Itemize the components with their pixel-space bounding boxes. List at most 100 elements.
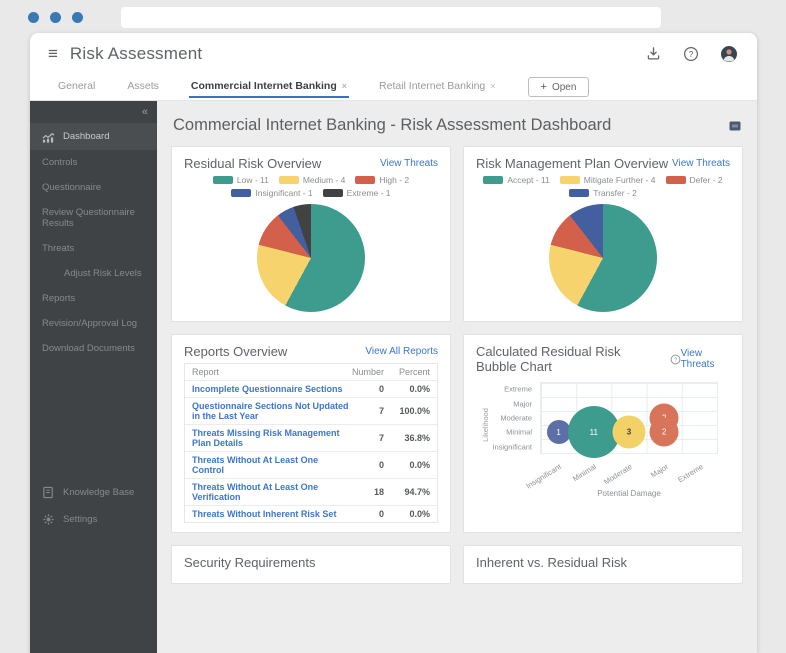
bubble-plot-area: 111322 xyxy=(540,382,718,458)
legend-swatch xyxy=(231,189,252,197)
report-percent: 0.0% xyxy=(409,384,430,394)
sidebar-item-download-documents[interactable]: Download Documents xyxy=(30,336,157,361)
view-threats-link[interactable]: View Threats xyxy=(680,348,715,370)
sidebar-item-label: Adjust Risk Levels xyxy=(64,268,142,279)
tab-bar: General Assets Commercial Internet Banking… xyxy=(30,74,757,101)
question-circle-icon[interactable]: ? xyxy=(670,354,681,365)
report-percent: 0.0% xyxy=(409,460,430,470)
report-number: 0 xyxy=(378,460,384,470)
svg-text:?: ? xyxy=(689,49,694,59)
sidebar-collapse-button[interactable]: « xyxy=(141,106,148,118)
y-tick-moderate: Moderate xyxy=(500,413,532,423)
legend-item-defer: Defer - 2 xyxy=(665,175,723,185)
open-assessment-button[interactable]: + Open xyxy=(527,77,590,97)
card-reports-overview: Reports Overview View All Reports Report… xyxy=(171,334,451,533)
report-percent: 94.7% xyxy=(404,487,430,497)
page-title: Commercial Internet Banking - Risk Asses… xyxy=(173,116,612,134)
sidebar-item-knowledge-base[interactable]: Knowledge Base xyxy=(30,479,157,506)
hamburger-menu-icon[interactable]: ≡ xyxy=(48,43,58,63)
sidebar-item-label: Download Documents xyxy=(42,343,135,354)
sidebar-item-settings[interactable]: Settings xyxy=(30,506,157,533)
tab-general[interactable]: General xyxy=(44,76,109,98)
legend-label: Accept - 11 xyxy=(507,175,550,185)
legend-label: Low - 11 xyxy=(236,175,269,185)
sidebar-item-label: Threats xyxy=(42,243,75,254)
sidebar-item-dashboard[interactable]: Dashboard xyxy=(30,123,157,150)
card-title: Reports Overview xyxy=(184,344,288,359)
legend-item-low: Low - 11 xyxy=(212,175,269,185)
risk-plan-pie-chart xyxy=(549,204,657,312)
sidebar-item-label: Settings xyxy=(63,514,98,525)
plus-icon: + xyxy=(540,81,547,93)
report-row-threats-missing-risk-management-plan-details: Threats Missing Risk Management Plan Det… xyxy=(185,425,437,452)
tab-retail-internet-banking[interactable]: Retail Internet Banking × xyxy=(365,76,510,98)
browser-address-bar[interactable] xyxy=(121,7,661,28)
report-percent: 0.0% xyxy=(409,509,430,519)
card-inherent-vs-residual-risk: Inherent vs. Residual Risk xyxy=(463,545,743,584)
report-number: 0 xyxy=(378,509,384,519)
sidebar-item-threats[interactable]: Threats xyxy=(30,236,157,261)
legend-swatch xyxy=(483,176,504,184)
report-link[interactable]: Threats Without At Least One Control xyxy=(192,455,319,475)
report-link[interactable]: Incomplete Questionnaire Sections xyxy=(192,384,343,394)
report-row-threats-without-at-least-one-control: Threats Without At Least One Control 0 0.0… xyxy=(185,452,437,479)
bubble-chart: Likelihood Extreme Major Moderate Minimal In… xyxy=(476,378,730,498)
svg-text:?: ? xyxy=(673,357,677,363)
app-window: ≡ Risk Assessment ? General Assets Commerc… xyxy=(30,33,757,653)
tab-close-icon[interactable]: × xyxy=(490,81,496,91)
report-link[interactable]: Threats Without At Least One Verificatio… xyxy=(192,482,319,502)
sidebar-item-review-questionnaire-results[interactable]: Review Questionnaire Results xyxy=(30,200,157,236)
help-icon[interactable]: ? xyxy=(681,44,701,64)
card-title: Residual Risk Overview xyxy=(184,156,322,171)
legend-label: Medium - 4 xyxy=(302,175,346,185)
bubble-major-minimal: 2 xyxy=(649,417,679,447)
legend-item-extreme: Extreme - 1 xyxy=(322,188,391,198)
legend-swatch xyxy=(569,189,590,197)
open-button-label: Open xyxy=(551,81,577,93)
legend-swatch xyxy=(212,176,233,184)
sidebar-item-reports[interactable]: Reports xyxy=(30,286,157,311)
report-link[interactable]: Questionnaire Sections Not Updated in th… xyxy=(192,401,349,421)
bubble-minimal-minimal: 11 xyxy=(567,406,620,458)
card-title: Security Requirements xyxy=(184,555,316,570)
legend-label: High - 2 xyxy=(379,175,410,185)
sidebar-item-adjust-risk-levels[interactable]: Adjust Risk Levels xyxy=(30,261,157,286)
legend-item-transfer: Transfer - 2 xyxy=(569,188,637,198)
legend-swatch xyxy=(665,176,686,184)
dashboard-info-icon[interactable] xyxy=(729,120,741,132)
app-title: Risk Assessment xyxy=(69,43,203,63)
risk-plan-legend: Accept - 11 Mitigate Further - 4 Defer - 2… xyxy=(476,175,730,198)
sidebar-item-label: Questionnaire xyxy=(42,182,102,193)
user-avatar-icon[interactable] xyxy=(719,44,739,64)
sidebar-item-label: Review Questionnaire Results xyxy=(42,207,135,229)
view-threats-link[interactable]: View Threats xyxy=(672,158,730,169)
report-link[interactable]: Threats Missing Risk Management Plan Det… xyxy=(192,428,340,448)
report-number: 18 xyxy=(373,487,384,497)
sidebar: « Dashboard Controls Questionnaire Review Q… xyxy=(30,101,157,653)
tab-label: Assets xyxy=(127,80,159,92)
app-header: ≡ Risk Assessment ? xyxy=(30,33,757,74)
legend-label: Defer - 2 xyxy=(689,175,723,185)
gear-icon xyxy=(42,513,55,526)
tab-commercial-internet-banking[interactable]: Commercial Internet Banking × xyxy=(177,76,361,98)
tab-assets[interactable]: Assets xyxy=(113,76,173,98)
reports-table-header: Report Number Percent xyxy=(185,364,437,381)
legend-label: Mitigate Further - 4 xyxy=(583,175,656,185)
y-tick-extreme: Extreme xyxy=(504,384,532,394)
sidebar-item-revision-approval-log[interactable]: Revision/Approval Log xyxy=(30,311,157,336)
sidebar-item-controls[interactable]: Controls xyxy=(30,150,157,175)
download-icon[interactable] xyxy=(643,44,663,64)
reports-table: Report Number Percent Incomplete Questio… xyxy=(184,363,438,523)
legend-item-insignificant: Insignificant - 1 xyxy=(231,188,313,198)
sidebar-item-label: Controls xyxy=(42,157,78,168)
residual-risk-pie-chart xyxy=(257,204,365,312)
view-threats-link[interactable]: View Threats xyxy=(380,158,438,169)
sidebar-item-label: Revision/Approval Log xyxy=(42,318,138,329)
sidebar-item-label: Knowledge Base xyxy=(63,487,135,498)
sidebar-item-questionnaire[interactable]: Questionnaire xyxy=(30,175,157,200)
tab-close-icon[interactable]: × xyxy=(341,81,348,91)
view-all-reports-link[interactable]: View All Reports xyxy=(365,346,438,357)
card-residual-risk-bubble-chart: Calculated Residual Risk Bubble Chart ? … xyxy=(463,334,743,533)
report-link[interactable]: Threats Without Inherent Risk Set xyxy=(192,509,337,519)
dashboard-content: Commercial Internet Banking - Risk Asses… xyxy=(157,101,757,653)
